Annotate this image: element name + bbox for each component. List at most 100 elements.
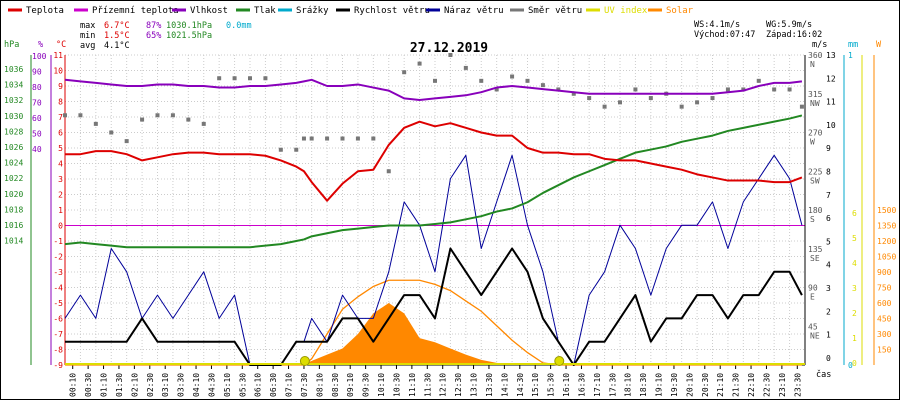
direction-tick-label: 225 (808, 167, 823, 176)
x-tick-label: 09:10 (346, 373, 355, 397)
temperature-tick-label: 11 (53, 51, 63, 60)
humidity-tick-label: 80 (32, 83, 42, 92)
wind-direction-point (294, 147, 299, 152)
legend-label-ground-temperature: Přízemní teplota (92, 6, 179, 16)
uv-tick-label: 0 (852, 359, 857, 368)
hpa-tick-label: 1018 (4, 205, 23, 214)
wind-direction-point (525, 78, 530, 83)
direction-letter-label: W (810, 138, 815, 147)
uv-tick-label: 1 (852, 334, 857, 343)
wind-direction-point (232, 76, 237, 81)
rain-tick-label: 1 (848, 51, 853, 60)
legend-label-wind-gust: Náraz větru (444, 6, 504, 16)
stats-min-temperature: 1.5°C (104, 31, 130, 41)
solar-tick-label: 150 (877, 346, 892, 355)
wind-direction-point (648, 96, 653, 101)
wind-direction-point (479, 78, 484, 83)
humidity-tick-label: 100 (32, 52, 47, 61)
wind-tick-label: 13 (826, 51, 836, 60)
hpa-tick-label: 1028 (4, 127, 23, 136)
direction-letter-label: S (810, 215, 815, 224)
x-tick-label: 03:30 (177, 373, 186, 397)
hpa-tick-label: 1016 (4, 221, 23, 230)
stats-min-pressure: 1021.5hPa (166, 31, 212, 41)
series-solar-area (65, 303, 802, 365)
x-tick-label: 14:10 (500, 373, 509, 397)
legend-item-precipitation: Srážky (278, 6, 329, 16)
x-tick-label: 15:10 (531, 373, 540, 397)
humidity-tick-label: 70 (32, 99, 42, 108)
wind-direction-point (155, 113, 160, 118)
legend-item-uv-index: UV index (586, 6, 648, 16)
direction-letter-label: SW (810, 176, 820, 185)
x-tick-label: 18:10 (624, 373, 633, 397)
humidity-tick-label: 40 (32, 145, 42, 154)
wind-direction-point (494, 87, 499, 92)
temperature-tick-label: 2 (58, 191, 63, 200)
axis-unit-rain: mm (848, 40, 858, 50)
wind-direction-point (633, 87, 638, 92)
rain-tick-label: 0 (848, 361, 853, 370)
hpa-tick-label: 1030 (4, 112, 23, 121)
x-tick-label: 08:30 (331, 373, 340, 397)
wind-direction-point (725, 87, 730, 92)
wind-direction-point (587, 96, 592, 101)
solar-tick-label: 1350 (877, 222, 896, 231)
wind-direction-point (140, 117, 145, 122)
wind-direction-point (78, 113, 83, 118)
wind-direction-point (93, 121, 98, 126)
wind-direction-point (301, 136, 306, 141)
wind-direction-point (602, 104, 607, 109)
uv-tick-label: 5 (852, 234, 857, 243)
info-sunset: Západ:16:02 (766, 30, 822, 40)
x-tick-label: 12:10 (439, 373, 448, 397)
hpa-tick-label: 1024 (4, 159, 23, 168)
x-tick-label: 17:30 (608, 373, 617, 397)
wind-tick-label: 11 (826, 98, 836, 107)
wind-direction-point (217, 76, 222, 81)
temperature-tick-label: -2 (53, 253, 63, 262)
hpa-tick-label: 1014 (4, 237, 23, 246)
stats-avg-label: avg (80, 41, 95, 51)
x-tick-label: 01:30 (115, 373, 124, 397)
info-wind-gust: WG:5.9m/s (766, 20, 812, 30)
wind-direction-point (618, 100, 622, 105)
direction-tick-label: 45 (808, 322, 818, 331)
direction-letter-label: E (810, 293, 815, 302)
hpa-tick-label: 1022 (4, 174, 23, 183)
axis-unit-humidity: % (38, 40, 43, 50)
wind-direction-point (109, 130, 114, 135)
legend-item-temperature: Teplota (8, 6, 64, 16)
wind-direction-point (355, 136, 360, 141)
x-tick-label: 01:10 (100, 373, 109, 397)
hpa-tick-label: 1032 (4, 96, 23, 105)
temperature-tick-label: 3 (58, 175, 63, 184)
series-humidity (64, 78, 803, 101)
legend-label-wind-direction: Směr větru (528, 6, 582, 16)
info-wind-speed: WS:4.1m/s (694, 20, 740, 30)
wind-direction-point (340, 136, 345, 141)
solar-tick-label: 900 (877, 268, 892, 277)
stats-max-pressure: 1030.1hPa (166, 21, 212, 31)
wind-direction-point (278, 147, 283, 152)
chart-title: 27.12.2019 (410, 41, 488, 56)
solar-tick-label: 1500 (877, 206, 896, 215)
x-tick-label: 21:10 (716, 373, 725, 397)
x-tick-label: 05:30 (238, 373, 247, 397)
sunset-marker (554, 356, 565, 366)
x-tick-label: 04:10 (192, 373, 201, 397)
humidity-tick-label: 50 (32, 130, 42, 139)
x-tick-label: 16:30 (577, 373, 586, 397)
x-tick-label: 10:10 (377, 373, 386, 397)
temperature-tick-label: -8 (53, 346, 63, 355)
solar-tick-label: 300 (877, 330, 892, 339)
wind-tick-label: 10 (826, 121, 836, 130)
wind-direction-point (463, 65, 468, 70)
wind-direction-point (571, 91, 576, 96)
axes-layer: 1036103410321030102810261024102210201018… (4, 51, 896, 397)
legend-label-pressure: Tlak (254, 6, 276, 16)
direction-letter-label: NE (810, 331, 820, 340)
legend-label-solar: Solar (666, 6, 694, 16)
x-tick-label: 22:10 (747, 373, 756, 397)
temperature-tick-label: 7 (58, 113, 63, 122)
